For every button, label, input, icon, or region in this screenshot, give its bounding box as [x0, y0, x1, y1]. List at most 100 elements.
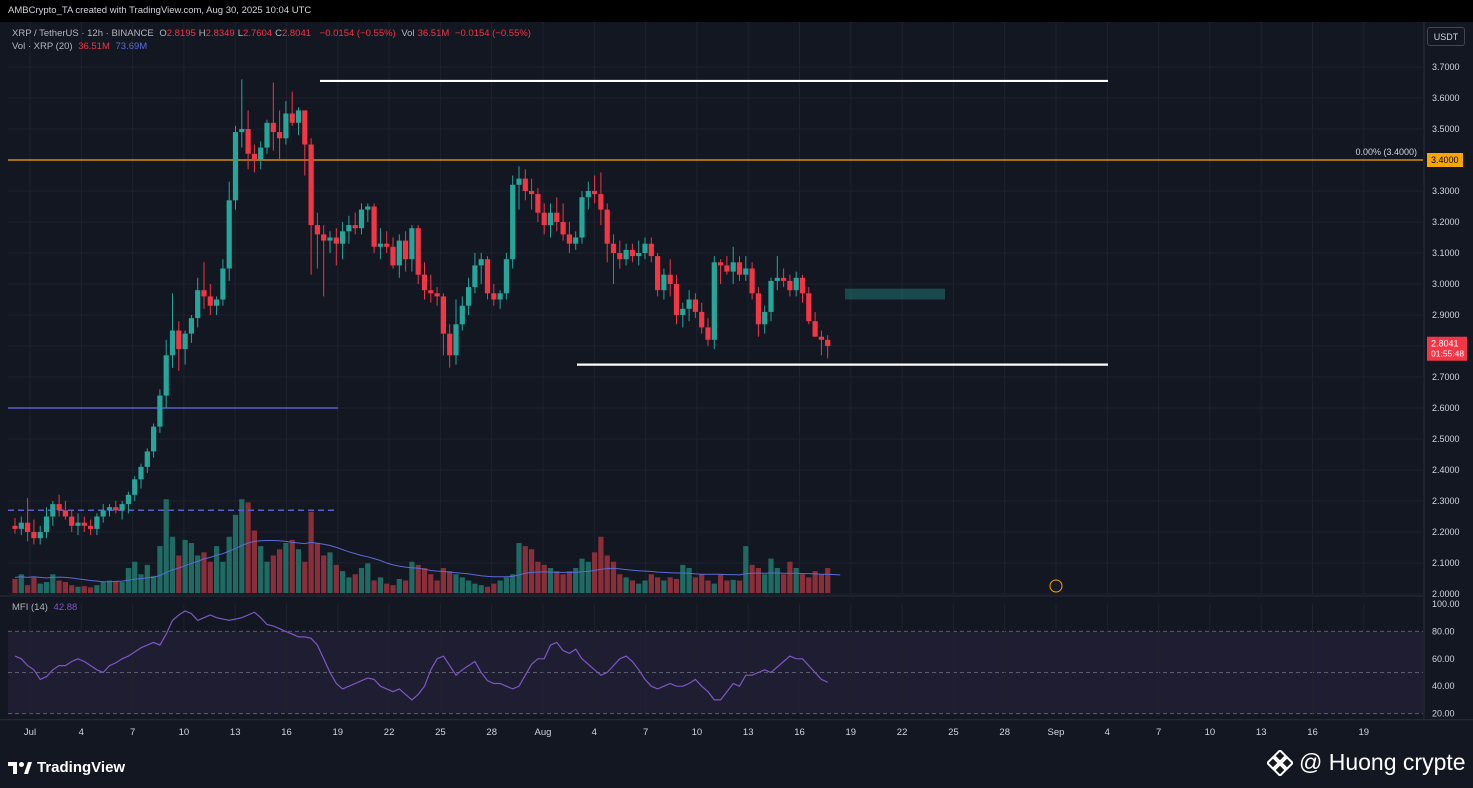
mfi-value: 42.88 — [53, 602, 78, 613]
candle — [724, 256, 730, 275]
candle-body — [749, 268, 755, 294]
volume-bar — [245, 502, 251, 593]
candle — [686, 290, 692, 322]
candle — [151, 423, 157, 458]
mfi-label[interactable]: MFI (14) — [12, 602, 48, 613]
symbol-legend: XRP / TetherUS · 12h · BINANCE O2.8195 H2… — [12, 28, 534, 39]
price-tick-label: 3.1000 — [1432, 248, 1460, 258]
candle-body — [806, 293, 812, 322]
volume-bar — [774, 568, 780, 593]
price-tick-label: 3.5000 — [1432, 124, 1460, 134]
candle — [699, 302, 705, 334]
volume-bar — [75, 586, 81, 593]
candle-body — [384, 243, 390, 247]
candle-body — [667, 274, 673, 284]
candle — [403, 231, 409, 272]
level-price-tag — [1427, 153, 1463, 167]
candle-body — [453, 324, 459, 356]
candle-body — [340, 231, 346, 244]
candle-body — [497, 293, 503, 300]
candle-body — [629, 249, 635, 257]
candle — [604, 203, 610, 263]
time-tick-label: 4 — [79, 727, 84, 738]
candle — [774, 256, 780, 291]
volume-indicator-value: 36.51M — [78, 41, 110, 52]
symbol-name[interactable]: XRP / TetherUS · 12h · BINANCE — [12, 28, 154, 39]
candle — [655, 253, 661, 297]
tradingview-text: TradingView — [37, 759, 126, 776]
candle — [94, 513, 100, 536]
price-tick-label: 2.2000 — [1432, 527, 1460, 537]
volume-bar — [56, 580, 62, 593]
volume-bar — [321, 555, 327, 593]
volume-ma-line — [14, 540, 841, 583]
candle — [736, 256, 743, 281]
candle — [510, 175, 516, 269]
candle-body — [661, 274, 667, 291]
volume-bar — [673, 578, 680, 593]
candle-body — [623, 249, 629, 260]
volume-bar — [617, 574, 623, 593]
candle — [245, 110, 251, 170]
level-price-tag-text: 3.4000 — [1431, 155, 1459, 165]
candle — [497, 290, 503, 309]
candle — [447, 324, 453, 368]
time-tick-label: 25 — [435, 727, 446, 738]
volume-bar — [629, 580, 635, 593]
volume-bar — [69, 585, 75, 593]
candle — [308, 138, 314, 275]
candle — [648, 237, 654, 263]
volume-bar — [535, 561, 541, 593]
candle-body — [365, 206, 371, 210]
volume-bar — [396, 578, 402, 593]
volume-bar — [762, 574, 768, 593]
candle-body — [409, 228, 415, 260]
candle-body — [264, 122, 270, 148]
vol-label: Vol — [401, 28, 415, 39]
candle-body — [201, 290, 207, 297]
candle-body — [573, 237, 579, 244]
candle — [302, 110, 308, 176]
candle — [522, 169, 528, 201]
candle-body — [459, 305, 465, 325]
candle — [503, 253, 509, 300]
candle-body — [151, 426, 157, 452]
candle-body — [610, 243, 617, 253]
price-chart[interactable]: 0.00% (3.4000)3.70003.60003.50003.40003.… — [0, 22, 1473, 750]
volume-bar — [277, 549, 283, 593]
candle — [289, 91, 295, 126]
volume-bar — [755, 568, 761, 593]
volume-bar — [295, 549, 302, 593]
volume-bar — [522, 546, 528, 593]
candle-body — [585, 191, 591, 198]
volume-bar — [585, 561, 591, 593]
candle — [755, 287, 761, 337]
volume-bar — [554, 571, 560, 593]
volume-bar — [686, 568, 692, 593]
volume-bar — [648, 574, 654, 593]
currency-button[interactable]: USDT — [1427, 27, 1465, 46]
candle-body — [686, 299, 692, 309]
tradingview-brand[interactable]: TradingView — [8, 759, 125, 776]
candle-body — [226, 200, 232, 269]
candle — [43, 507, 50, 539]
volume-bar — [327, 552, 333, 593]
time-tick-label: 4 — [592, 727, 597, 738]
candle-body — [18, 522, 24, 529]
candle — [484, 256, 491, 300]
volume-bar — [529, 549, 535, 593]
candle — [806, 287, 812, 325]
candle — [113, 501, 119, 514]
candle-body — [50, 504, 56, 517]
last-price-tag — [1427, 336, 1467, 361]
candle — [352, 212, 358, 235]
ohlc-key-h: H — [198, 28, 206, 39]
time-tick-label: 19 — [846, 727, 857, 738]
volume-indicator-label[interactable]: Vol · XRP (20) — [12, 41, 73, 52]
tradingview-logo-icon — [8, 761, 32, 774]
candle-body — [554, 212, 560, 222]
candle — [232, 125, 239, 210]
volume-bar — [724, 580, 730, 593]
candle-body — [94, 516, 100, 529]
